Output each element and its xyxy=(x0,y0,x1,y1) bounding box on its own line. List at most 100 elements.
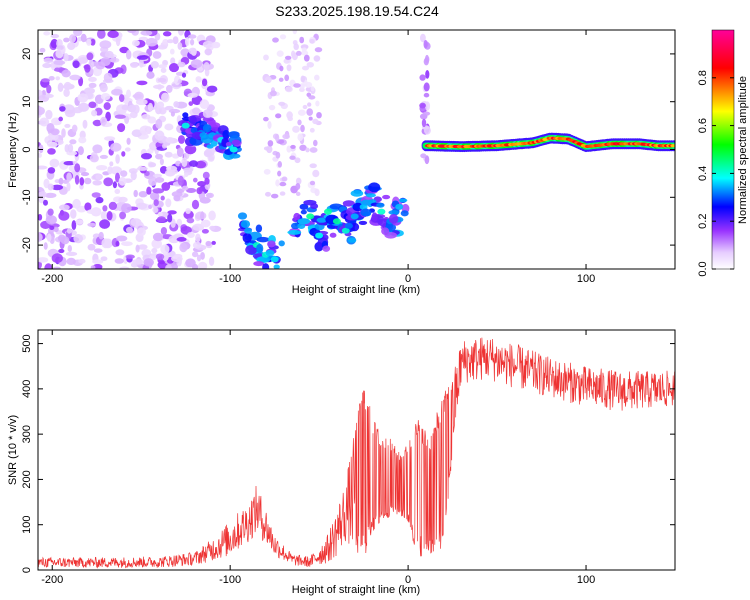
heat-blob xyxy=(204,177,210,185)
heat-blob xyxy=(162,39,169,45)
heat-blob xyxy=(119,46,129,54)
heat-blob xyxy=(424,155,430,165)
heat-blob xyxy=(229,146,238,153)
heat-blob xyxy=(151,247,158,254)
heat-blob xyxy=(100,256,108,262)
heat-blob xyxy=(92,119,102,127)
heat-blob xyxy=(140,152,153,160)
heat-blob xyxy=(306,108,314,116)
heat-blob xyxy=(302,104,308,110)
heat-blob xyxy=(135,202,148,210)
heat-blob xyxy=(308,116,313,121)
heat-blob xyxy=(322,234,329,241)
heat-blob xyxy=(109,57,120,63)
heat-blob xyxy=(208,156,214,161)
heat-blob xyxy=(42,63,52,69)
heat-blob xyxy=(52,266,61,269)
heat-blob xyxy=(49,225,55,231)
heat-blob xyxy=(225,141,232,147)
heat-blob xyxy=(309,127,315,133)
heat-blob xyxy=(286,145,292,153)
heat-blob xyxy=(191,199,200,210)
heat-blob xyxy=(421,118,427,128)
heat-blob xyxy=(156,101,165,109)
heat-blob xyxy=(341,227,350,234)
heat-blob xyxy=(55,76,60,81)
heat-blob xyxy=(108,201,118,211)
heat-blob xyxy=(88,101,97,109)
heat-blob xyxy=(188,160,199,167)
heat-blob xyxy=(279,191,286,196)
heat-blob xyxy=(200,251,205,260)
heat-blob xyxy=(68,165,77,172)
heat-blob xyxy=(377,208,386,215)
heat-blob xyxy=(84,202,92,212)
heat-blob xyxy=(72,198,81,209)
heat-blob xyxy=(181,72,187,78)
heat-blob xyxy=(66,182,71,192)
colorbar-gradient xyxy=(711,29,735,270)
heat-blob xyxy=(376,202,385,208)
heat-blob xyxy=(184,144,197,155)
heat-blob xyxy=(297,119,302,126)
heat-blob xyxy=(167,213,173,223)
heat-blob xyxy=(272,37,279,43)
heat-blob xyxy=(124,115,130,125)
heat-blob xyxy=(99,219,111,229)
heat-blob xyxy=(192,177,198,183)
heat-blob xyxy=(140,30,153,36)
heat-blob xyxy=(290,144,296,149)
heat-blob xyxy=(186,217,195,224)
heat-blob xyxy=(209,225,216,231)
heat-blob xyxy=(86,52,94,61)
y-tick-label: 500 xyxy=(21,334,33,352)
heat-blob xyxy=(222,129,230,140)
heat-blob xyxy=(90,265,96,269)
heat-blob xyxy=(131,129,143,138)
heat-blob xyxy=(66,172,72,182)
heat-blob xyxy=(57,234,66,242)
heat-blob xyxy=(177,135,186,144)
heat-blob xyxy=(38,152,42,158)
heat-blob xyxy=(274,133,280,142)
heat-blob xyxy=(55,45,64,51)
heat-blob xyxy=(316,111,322,119)
heat-blob xyxy=(64,109,76,118)
heat-blob xyxy=(290,50,296,58)
heat-blob xyxy=(43,199,48,206)
heat-blob xyxy=(185,37,190,47)
heat-blob xyxy=(87,222,97,227)
heat-blob xyxy=(289,155,296,160)
heat-blob xyxy=(176,188,185,193)
heat-blob xyxy=(350,190,364,197)
heat-blob xyxy=(141,114,151,120)
y-tick-label: 400 xyxy=(21,380,33,398)
heat-blob xyxy=(133,189,138,198)
heat-blob xyxy=(160,244,170,254)
heat-blob xyxy=(41,78,51,83)
heat-blob xyxy=(121,203,132,213)
heat-blob xyxy=(315,232,324,239)
heat-blob xyxy=(256,236,270,243)
heat-blob xyxy=(160,67,167,73)
heat-blob xyxy=(275,151,281,159)
heat-blob xyxy=(332,218,341,225)
heat-blob xyxy=(156,216,166,223)
heat-blob xyxy=(137,227,146,237)
heat-blob xyxy=(66,228,72,234)
heat-blob xyxy=(98,231,104,240)
heat-blob xyxy=(278,77,284,82)
heat-blob xyxy=(164,169,176,177)
colorbar-ticks: 0.0 0.2 0.4 0.6 0.8 xyxy=(697,70,734,277)
y-tick-label: 20 xyxy=(21,48,33,60)
heat-blob xyxy=(92,259,104,265)
heat-blob xyxy=(276,50,284,57)
heat-blob xyxy=(124,147,131,152)
heat-blob xyxy=(114,114,126,119)
heat-blob xyxy=(164,123,174,131)
heat-blob xyxy=(59,204,70,211)
heat-blob xyxy=(244,227,252,234)
heat-blob xyxy=(66,151,78,156)
heat-blob xyxy=(352,202,364,212)
